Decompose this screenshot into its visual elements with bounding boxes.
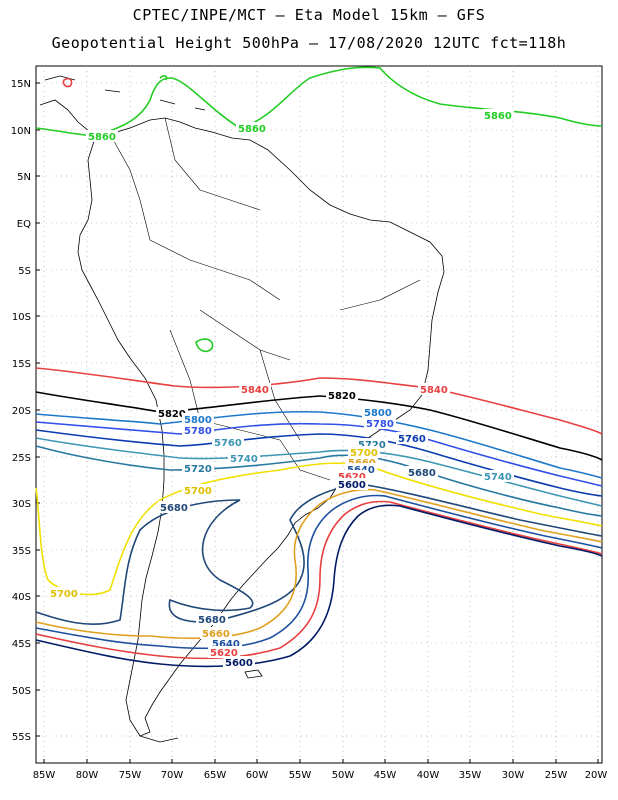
contour-5660 — [35, 488, 603, 640]
contour-label-5760: 5760 — [214, 438, 242, 449]
lat-label: 25S — [12, 453, 31, 464]
contours — [35, 66, 603, 668]
lon-label: 85W — [33, 770, 56, 781]
contour-5600 — [35, 504, 603, 668]
contour-5720 — [35, 445, 603, 517]
contour-label-5740: 5740 — [230, 454, 258, 465]
lon-label: 20W — [585, 770, 608, 781]
lon-label: 30W — [502, 770, 525, 781]
lat-label: 15S — [12, 359, 31, 370]
contour-label-5600: 5600 — [225, 658, 253, 669]
contour-5760 — [35, 429, 603, 497]
contour-label-5860: 5860 — [238, 124, 266, 135]
contour-5700 — [35, 462, 603, 596]
contour-label-5860: 5860 — [88, 132, 116, 143]
contour-5680 — [35, 483, 603, 625]
lat-label: 10N — [11, 126, 31, 137]
lat-label: 10S — [12, 312, 31, 323]
lat-label: 5N — [17, 172, 31, 183]
falkland-islands — [244, 669, 263, 679]
lat-label: 40S — [12, 592, 31, 603]
caribbean-islands — [104, 89, 206, 111]
contour-label-5680: 5680 — [198, 615, 226, 626]
lat-label: 45S — [12, 639, 31, 650]
lat-label: 55S — [12, 732, 31, 743]
lon-label: 55W — [289, 770, 312, 781]
contour-label-5700: 5700 — [184, 486, 212, 497]
contour-label-5660: 5660 — [202, 629, 230, 640]
contour-label-5820: 5820 — [158, 409, 186, 420]
lat-label: 5S — [18, 266, 31, 277]
lat-label: 30S — [12, 499, 31, 510]
contour-label-5620: 5620 — [338, 472, 366, 483]
contour-5800 — [35, 410, 603, 479]
contour-5740 — [35, 437, 603, 507]
contour-label-5780: 5780 — [366, 419, 394, 430]
contour-label-5840: 5840 — [420, 385, 448, 396]
contour-label-5780: 5780 — [184, 426, 212, 437]
contour-label-5860: 5860 — [484, 111, 512, 122]
contour-label-5720: 5720 — [184, 464, 212, 475]
contour-label-5700: 5700 — [50, 589, 78, 600]
lon-label: 75W — [119, 770, 142, 781]
lon-label: 80W — [76, 770, 99, 781]
lon-label: 35W — [459, 770, 482, 781]
lat-label: 20S — [12, 406, 31, 417]
contour-label-5740: 5740 — [484, 472, 512, 483]
map-subtitle: Geopotential Height 500hPa – 17/08/2020 … — [51, 34, 567, 52]
lon-label: 25W — [545, 770, 568, 781]
lon-label: 45W — [374, 770, 397, 781]
lat-label: 50S — [12, 686, 31, 697]
contour-5860-loop — [159, 75, 168, 81]
lat-label: 35S — [12, 546, 31, 557]
contour-label-5680: 5680 — [160, 503, 188, 514]
contour-5820 — [35, 391, 603, 461]
lat-label: 15N — [11, 79, 31, 90]
contour-label-5720: 5720 — [358, 440, 386, 451]
contour-label-5840: 5840 — [241, 385, 269, 396]
map-title: CPTEC/INPE/MCT – Eta Model 15km – GFS — [132, 6, 486, 24]
lon-label: 65W — [204, 770, 227, 781]
contour-label-5700: 5700 — [350, 448, 378, 459]
axis-ticks — [36, 82, 599, 763]
contour-5840-north-loop — [62, 77, 73, 88]
contour-label-5800: 5800 — [364, 408, 392, 419]
tierra-del-fuego — [139, 735, 179, 743]
contour-label-5640: 5640 — [212, 639, 240, 650]
contour-label-5820: 5820 — [328, 391, 356, 402]
lon-label: 40W — [417, 770, 440, 781]
contour-5620 — [35, 500, 603, 660]
lat-label: EQ — [17, 219, 31, 230]
contour-label-5600: 5600 — [338, 480, 366, 491]
lon-label: 60W — [246, 770, 269, 781]
south-america-coastline — [77, 117, 445, 737]
contour-5840 — [35, 367, 603, 435]
contour-label-5680: 5680 — [408, 468, 436, 479]
lon-label: 70W — [161, 770, 184, 781]
contour-5780 — [35, 421, 603, 487]
contour-5860-north — [35, 66, 603, 137]
contour-labels: 5860 5860 5860 5840 5840 5820 5820 5800 … — [48, 109, 514, 669]
contour-5640 — [35, 494, 603, 650]
contour-label-5620: 5620 — [210, 648, 238, 659]
contour-5860-bolivia — [195, 338, 214, 353]
contour-label-5760: 5760 — [398, 434, 426, 445]
coastlines — [39, 75, 445, 743]
lon-label: 50W — [332, 770, 355, 781]
contour-label-5800: 5800 — [184, 415, 212, 426]
